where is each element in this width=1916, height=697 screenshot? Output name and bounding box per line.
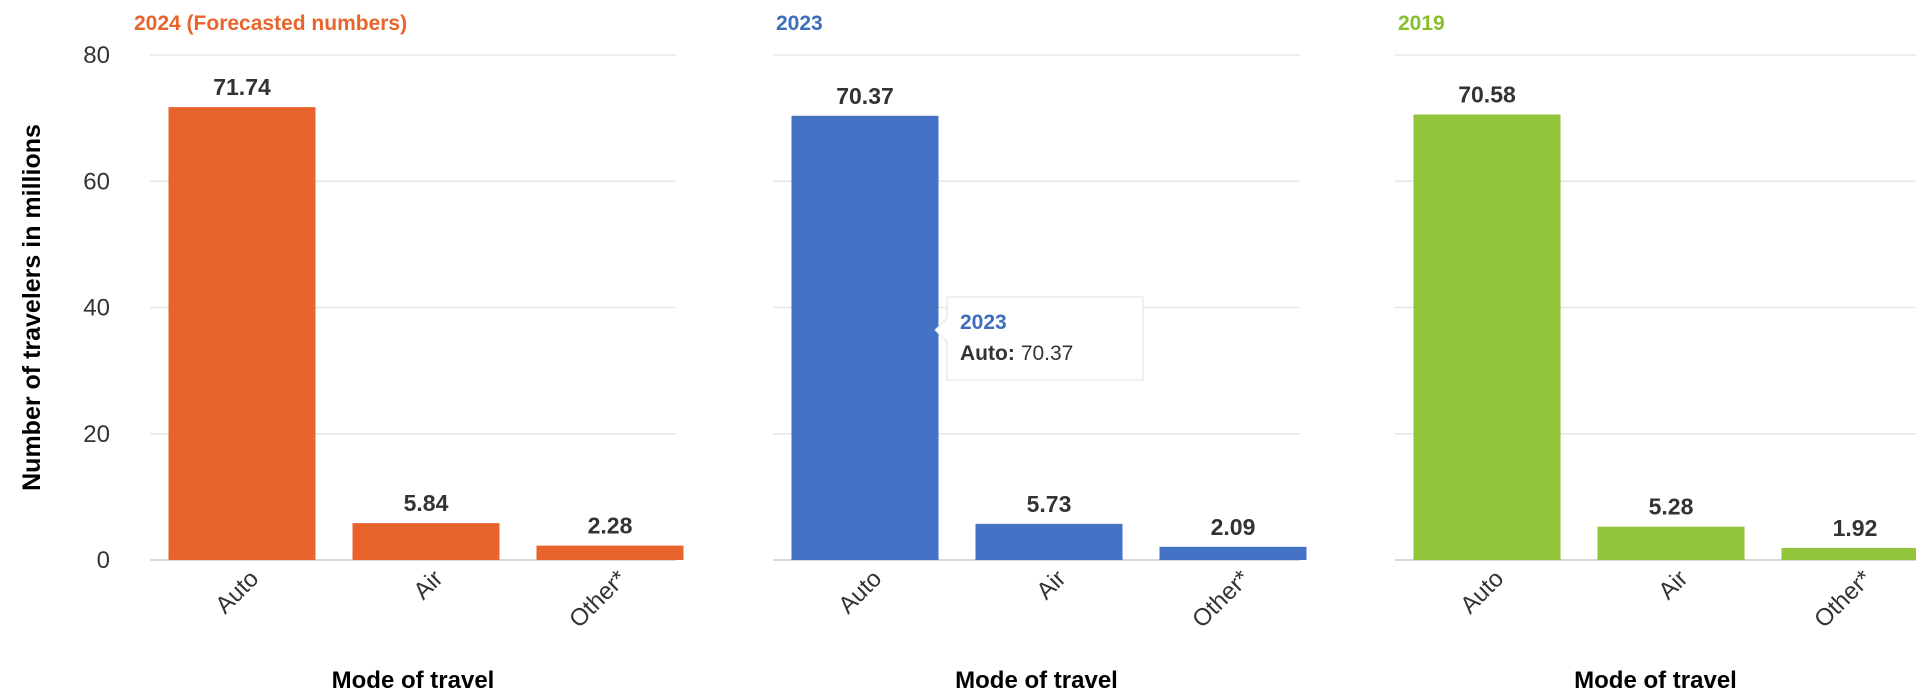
data-label: 5.73 xyxy=(1027,491,1072,517)
x-tick-label: Air xyxy=(1031,565,1071,605)
bar-auto[interactable] xyxy=(1413,114,1561,561)
x-tick-label: Auto xyxy=(833,565,887,619)
data-label: 1.92 xyxy=(1833,515,1878,541)
x-tick-label: Auto xyxy=(1455,565,1509,619)
bar-air[interactable] xyxy=(352,523,500,560)
y-tick-label: 40 xyxy=(83,295,110,322)
bar-air[interactable] xyxy=(975,523,1123,560)
data-label: 5.84 xyxy=(404,490,449,516)
bar-auto[interactable] xyxy=(168,107,316,561)
panel-1: 2024 (Forecasted numbers) 0 20 40 60 80 Number… xyxy=(18,12,684,694)
bar-other[interactable] xyxy=(1781,547,1916,560)
x-tick-label: Air xyxy=(408,565,448,605)
x-axis-title: Mode of travel xyxy=(955,667,1118,694)
data-label: 71.74 xyxy=(213,74,271,100)
data-label: 70.37 xyxy=(836,83,894,109)
y-tick-label: 20 xyxy=(83,421,110,448)
tooltip-value: 70.37 xyxy=(1021,342,1074,365)
panel-3: 2019 70.58 Auto 5.28 Air 1.92 Other* Mode of tr… xyxy=(1395,12,1916,694)
y-tick-label: 0 xyxy=(97,547,110,574)
data-label: 5.28 xyxy=(1649,494,1694,520)
x-tick-label: Other* xyxy=(564,565,632,633)
y-axis-title: Number of travelers in millions xyxy=(18,124,46,491)
x-tick-label: Air xyxy=(1653,565,1693,605)
tooltip-line: Auto: 70.37 xyxy=(960,342,1073,365)
data-label: 70.58 xyxy=(1458,81,1516,107)
x-tick-label: Auto xyxy=(210,565,264,619)
panel-title: 2024 (Forecasted numbers) xyxy=(134,12,407,35)
x-axis-title: Mode of travel xyxy=(332,667,495,694)
x-tick-label: Other* xyxy=(1809,565,1877,633)
panel-title: 2023 xyxy=(776,12,823,35)
panel-2: 2023 70.37 Auto 5.73 Air 2.09 Other* Mode of tr… xyxy=(773,12,1307,694)
bar-air[interactable] xyxy=(1597,526,1745,560)
data-label: 2.28 xyxy=(588,513,633,539)
x-axis-title: Mode of travel xyxy=(1574,667,1737,694)
tooltip-series-name: 2023 xyxy=(960,311,1007,334)
bar-auto[interactable] xyxy=(791,115,939,561)
panel-title: 2019 xyxy=(1398,12,1445,35)
bar-other[interactable] xyxy=(536,545,684,560)
bar-other[interactable] xyxy=(1159,546,1307,560)
x-tick-label: Other* xyxy=(1187,565,1255,633)
tooltip-box xyxy=(934,296,1144,381)
y-tick-label: 80 xyxy=(83,42,110,69)
tooltip: 2023 Auto: 70.37 xyxy=(934,296,1144,381)
y-tick-label: 60 xyxy=(83,168,110,195)
tooltip-category: Auto: xyxy=(960,342,1015,365)
data-label: 2.09 xyxy=(1211,514,1256,540)
